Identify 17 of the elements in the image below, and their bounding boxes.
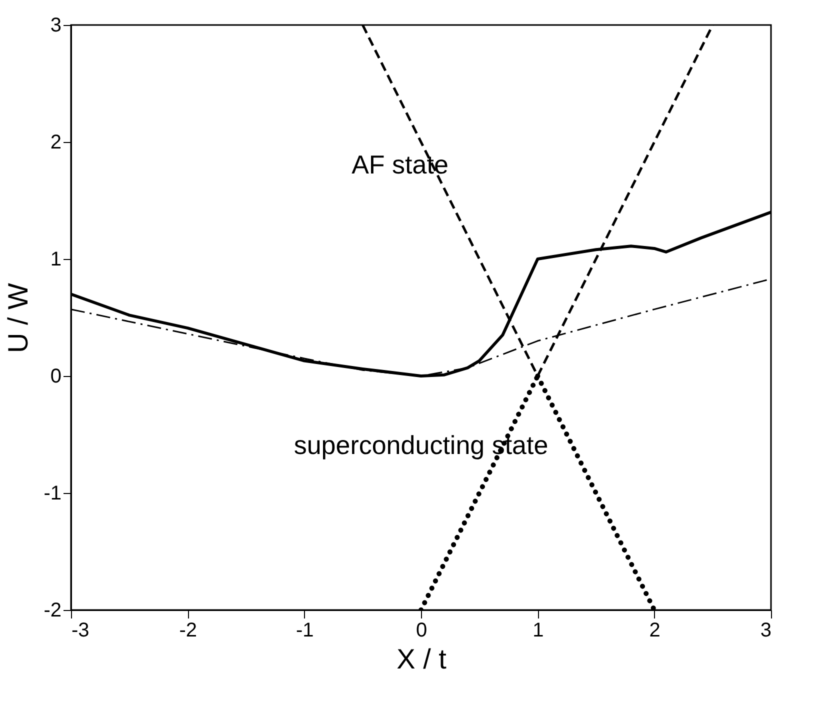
annotation: AF state [352, 149, 448, 180]
x-tick-label: -3 [72, 620, 90, 642]
y-tick-label: 1 [50, 248, 62, 270]
annotation: superconducting state [294, 430, 548, 460]
y-tick-label: 3 [50, 14, 62, 36]
x-tick-label: 3 [760, 620, 772, 642]
x-tick-label: -1 [296, 620, 314, 642]
x-tick-label: 1 [532, 620, 544, 642]
y-tick-label: 2 [50, 132, 62, 154]
y-tick-label: -1 [44, 482, 62, 504]
x-tick-label: -2 [179, 620, 198, 642]
y-axis-title: U / W [2, 282, 34, 353]
x-axis-title: X / t [396, 644, 447, 674]
x-tick-label: 0 [416, 620, 428, 642]
x-tick-label: 2 [649, 620, 660, 642]
y-tick-label: -2 [44, 600, 62, 622]
y-tick-label: 0 [50, 366, 62, 388]
